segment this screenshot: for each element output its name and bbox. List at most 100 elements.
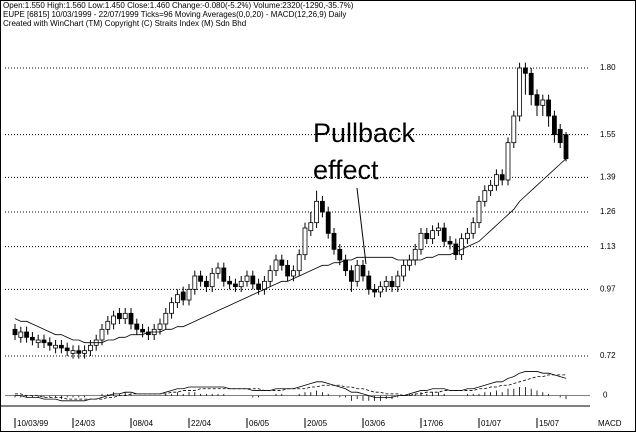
candle-body <box>41 339 47 344</box>
x-tick-label: 17/06 <box>423 419 444 428</box>
moving-average-line <box>14 158 567 344</box>
candle-body <box>337 248 343 261</box>
candle-body <box>244 275 250 282</box>
candle-body <box>279 259 285 266</box>
candle-body <box>215 267 221 274</box>
candle-body <box>76 350 82 354</box>
candle-body <box>198 275 204 282</box>
candle-body <box>377 286 383 293</box>
candle-body <box>261 280 267 290</box>
candle-body <box>250 275 256 285</box>
macd-line <box>15 371 567 402</box>
candle-body <box>209 272 215 288</box>
panel-label: MACD <box>598 419 622 428</box>
candle-body <box>331 232 337 250</box>
candle-body <box>464 232 470 240</box>
candle-body <box>482 190 488 202</box>
x-tick-label: 01/07 <box>481 419 502 428</box>
candle-body <box>111 315 116 325</box>
candle-body <box>221 267 227 282</box>
candle-body <box>552 115 557 136</box>
candle-body <box>523 67 528 74</box>
annotation-arrow <box>356 187 367 265</box>
candle-body <box>227 280 233 285</box>
candle-body <box>348 270 354 282</box>
candle-body <box>517 67 522 117</box>
candle-body <box>470 222 476 234</box>
x-tick-label: 24/03 <box>75 419 96 428</box>
candle-body <box>53 344 58 349</box>
header-line: Open:1.550 High:1.560 Low:1.450 Close:1.… <box>3 1 354 10</box>
candle-body <box>290 270 296 277</box>
y-tick-label: 1.13 <box>600 242 616 251</box>
candle-body <box>546 99 551 117</box>
candle-body <box>314 200 320 224</box>
candle-body <box>29 336 35 341</box>
header-line: Created with WinChart (TM) Copyright (C)… <box>3 19 246 28</box>
candle-body <box>540 99 546 106</box>
candle-body <box>447 240 453 245</box>
candle-body <box>117 312 122 320</box>
candle-body <box>401 264 407 277</box>
candle-body <box>430 230 436 240</box>
candle-body <box>296 254 302 272</box>
y-tick-label: 0.72 <box>600 351 616 360</box>
candle-body <box>256 283 262 290</box>
candle-body <box>435 227 441 232</box>
candle-body <box>163 312 169 325</box>
candle-body <box>453 243 459 256</box>
candle-body <box>12 328 18 336</box>
candle-body <box>563 134 569 160</box>
candle-body <box>343 259 349 272</box>
candle-body <box>105 320 111 330</box>
candle-body <box>505 142 511 181</box>
x-tick-label: 08/04 <box>133 419 154 428</box>
candle-body <box>18 331 24 338</box>
candle-body <box>99 328 105 341</box>
candle-body <box>528 72 534 96</box>
candle-body <box>59 344 64 349</box>
candle-body <box>493 174 499 186</box>
header-line: EUPE [6815] 10/03/1999 - 22/07/1999 Tick… <box>3 10 346 19</box>
candle-body <box>134 323 140 330</box>
candle-body <box>302 227 308 256</box>
x-tick-label: 03/06 <box>365 419 386 428</box>
candle-body <box>267 270 273 282</box>
candle-body <box>192 275 198 290</box>
candle-body <box>157 323 163 330</box>
candle-body <box>418 232 424 250</box>
candle-body <box>389 280 395 288</box>
x-tick-label: 20/05 <box>307 419 328 428</box>
y-tick-label: 0.97 <box>600 284 616 293</box>
candle-body <box>488 184 494 192</box>
signal-line <box>15 374 566 400</box>
candle-body <box>186 288 192 301</box>
candle-body <box>273 259 279 272</box>
x-tick-label: 15/07 <box>539 419 560 428</box>
annotation: effect <box>313 155 379 185</box>
candle-body <box>285 264 291 277</box>
candle-body <box>238 280 244 288</box>
candle-body <box>372 288 378 293</box>
candle-body <box>383 280 389 288</box>
candle-body <box>47 342 53 346</box>
annotation: Pullback <box>313 118 416 148</box>
candle-body <box>406 259 412 266</box>
x-tick-label: 10/03/99 <box>17 419 49 428</box>
candle-body <box>319 200 325 213</box>
candle-body <box>534 94 540 106</box>
y-tick-label: 1.39 <box>600 172 616 181</box>
x-tick-label: 22/04 <box>191 419 212 428</box>
candle-body <box>203 280 209 288</box>
candle-body <box>70 350 76 354</box>
candle-body <box>88 344 93 352</box>
y-tick-label: 1.55 <box>600 130 616 139</box>
candle-body <box>82 350 87 354</box>
candle-body <box>174 294 180 304</box>
candle-body <box>459 238 465 256</box>
candle-body <box>35 339 41 344</box>
candle-body <box>128 312 134 325</box>
candle-body <box>24 331 30 338</box>
candle-body <box>395 275 401 288</box>
candle-body <box>499 174 505 181</box>
